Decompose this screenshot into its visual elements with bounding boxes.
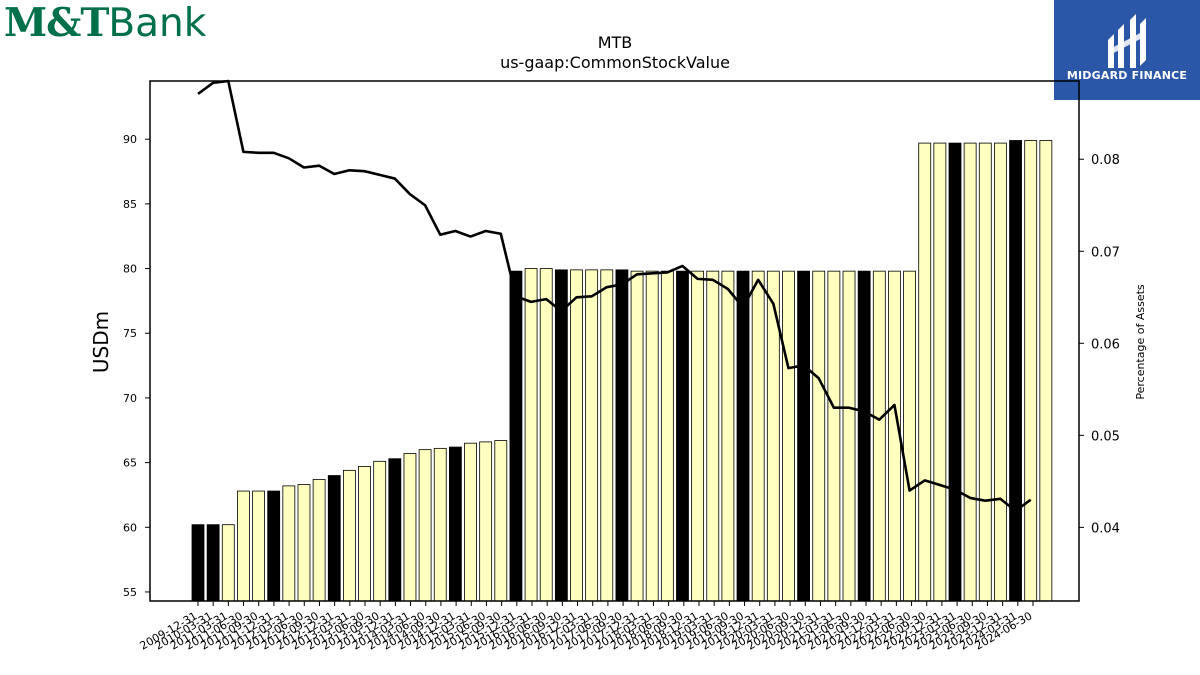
y-tick-label: 80 (123, 263, 137, 276)
bar (554, 269, 568, 602)
mtbank-logo: M&TBank (4, 0, 206, 47)
brand-abbrev: M&T (4, 0, 109, 46)
bar (464, 442, 477, 602)
bar (479, 441, 493, 602)
bar (736, 270, 750, 602)
plot-frame (149, 80, 1080, 602)
brand-rest: Bank (108, 1, 207, 46)
bar (539, 268, 553, 602)
bar (645, 270, 659, 602)
bar (857, 270, 871, 602)
bar (418, 449, 432, 602)
y-tick-label: 75 (123, 327, 137, 340)
y2-tick-label: 0.04 (1091, 521, 1120, 536)
series-line-percentage-of-assets (197, 79, 1032, 513)
chart-title: MTB (598, 33, 633, 52)
bar (978, 142, 992, 602)
bar (676, 270, 689, 602)
bar (600, 269, 614, 602)
bar (342, 469, 356, 602)
chart-subtitle: us-gaap:CommonStockValue (500, 53, 730, 72)
midgard-finance-badge: MIDGARD FINANCE (1054, 0, 1200, 100)
bar (1039, 140, 1053, 602)
bar (994, 142, 1007, 602)
bar (570, 269, 583, 602)
bar (797, 270, 810, 602)
bar (630, 270, 644, 602)
y2-tick-label: 0.07 (1091, 245, 1120, 260)
y2-tick-label: 0.05 (1091, 429, 1120, 444)
y2-axis-label: Percentage of Assets (1134, 284, 1147, 400)
bar (1009, 140, 1022, 602)
bar (782, 270, 795, 602)
bar (691, 270, 705, 602)
y-tick-label: 65 (123, 457, 137, 470)
midgard-logo-icon (1108, 14, 1146, 68)
y-axis-label: USDm (89, 311, 113, 373)
bar (615, 269, 629, 602)
bar (433, 447, 447, 602)
y-tick-label: 55 (123, 586, 137, 599)
bar (524, 268, 538, 602)
bar (706, 270, 720, 602)
bar (206, 524, 220, 602)
bar (403, 453, 417, 602)
bar (812, 270, 826, 602)
bar (948, 142, 962, 602)
bar (358, 466, 371, 602)
bar (585, 269, 599, 602)
bar (221, 524, 235, 602)
y-tick-label: 90 (123, 133, 137, 146)
bar (827, 270, 841, 602)
y-tick-label: 70 (123, 392, 137, 405)
y-tick-label: 85 (123, 198, 137, 211)
badge-name: MIDGARD FINANCE (1066, 69, 1188, 82)
bar (751, 270, 765, 602)
y2-tick-label: 0.06 (1091, 337, 1120, 352)
bar (903, 270, 916, 602)
bar (721, 270, 735, 602)
bar (252, 490, 265, 602)
bar (660, 270, 674, 602)
bar (373, 460, 387, 602)
bar (494, 440, 508, 602)
y2-tick-label: 0.08 (1091, 153, 1120, 168)
bar (842, 270, 856, 602)
bar (1024, 140, 1038, 602)
bar (267, 490, 281, 602)
bar (312, 479, 326, 602)
bar (297, 484, 311, 602)
bar (509, 270, 523, 602)
bar (191, 524, 205, 602)
bar (237, 490, 250, 602)
bar (282, 485, 296, 602)
bar (963, 142, 977, 602)
bar (448, 446, 462, 602)
bar (933, 142, 947, 602)
bar (872, 270, 886, 602)
bar (388, 458, 402, 602)
bar (327, 475, 341, 602)
y-tick-label: 60 (123, 521, 137, 534)
bar (918, 142, 932, 602)
